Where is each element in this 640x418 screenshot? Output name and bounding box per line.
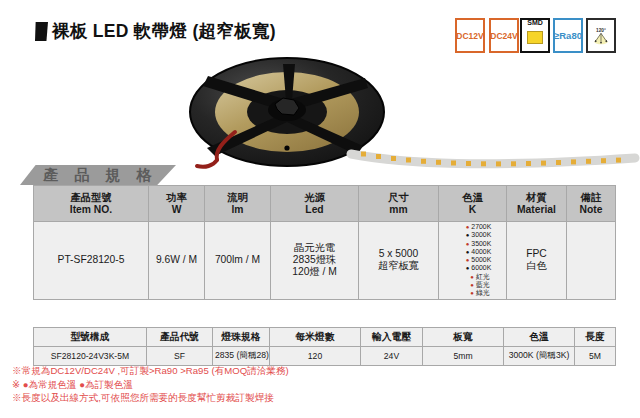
svg-text:120°: 120°	[596, 28, 606, 33]
